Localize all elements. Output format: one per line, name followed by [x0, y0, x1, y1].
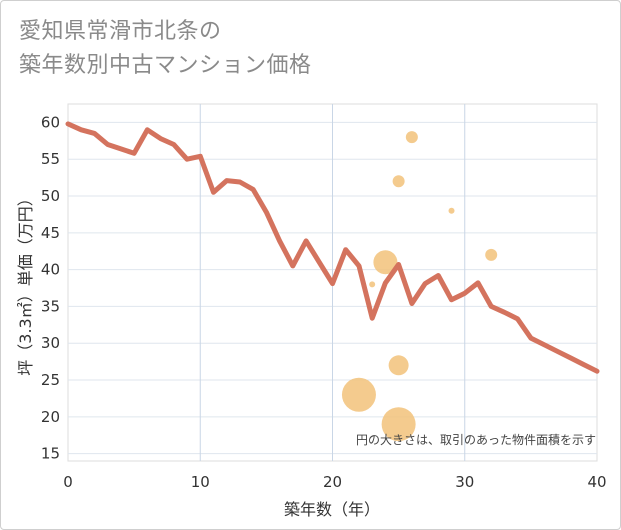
y-tick-labels: 15 20 25 30 35 40 45 50 55 60 [41, 113, 60, 462]
bubble-2 [448, 207, 455, 214]
x-tick-30: 30 [455, 473, 474, 491]
y-tick-25: 25 [41, 371, 60, 389]
y-axis-label: 坪（3.3㎡）単価（万円） [16, 190, 35, 375]
x-axis-label: 築年数（年） [284, 500, 380, 519]
y-tick-60: 60 [41, 113, 60, 131]
chart-title-line-2: 築年数別中古マンション価格 [19, 53, 312, 78]
y-tick-15: 15 [41, 445, 60, 463]
x-tick-40: 40 [587, 473, 606, 491]
bubble-1 [392, 175, 405, 188]
bubble-6 [388, 355, 409, 376]
y-tick-40: 40 [41, 261, 60, 279]
bubble-7 [341, 377, 376, 412]
x-tick-labels: 0 10 20 30 40 [63, 473, 606, 491]
chart-title-line-1: 愛知県常滑市北条の [19, 19, 222, 44]
y-tick-20: 20 [41, 408, 60, 426]
bubble-0 [405, 131, 418, 144]
y-tick-45: 45 [41, 224, 60, 242]
bubble-series [341, 131, 498, 442]
line-series [65, 121, 600, 374]
average-price-line [65, 121, 600, 374]
y-tick-50: 50 [41, 187, 60, 205]
y-tick-35: 35 [41, 297, 60, 315]
bubble-3 [485, 248, 498, 261]
bubble-5 [369, 281, 376, 288]
y-tick-30: 30 [41, 334, 60, 352]
x-tick-10: 10 [191, 473, 210, 491]
bubble-8 [381, 407, 416, 442]
bubble-4 [373, 250, 398, 275]
y-tick-55: 55 [41, 150, 60, 168]
chart-title: 愛知県常滑市北条の 築年数別中古マンション価格 [19, 15, 312, 83]
x-tick-0: 0 [63, 473, 73, 491]
bubble-size-note: 円の大きさは、取引のあった物件面積を示す [356, 432, 596, 447]
x-tick-20: 20 [323, 473, 342, 491]
